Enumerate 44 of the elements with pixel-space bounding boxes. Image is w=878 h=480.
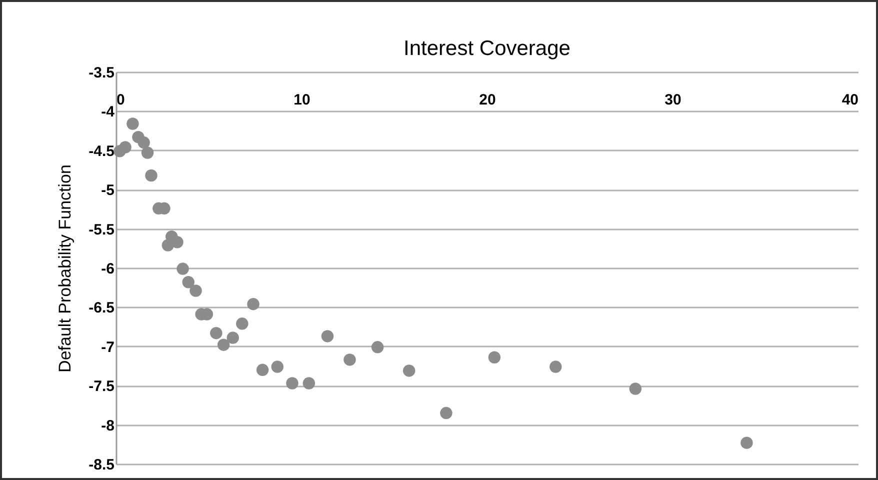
point — [126, 118, 139, 130]
y-tick-label: -6.5 — [88, 300, 114, 317]
y-tick-label: -8 — [101, 417, 114, 434]
y-tick-label: -4.5 — [88, 142, 114, 160]
point — [440, 406, 452, 420]
x-tick-label: 30 — [664, 92, 682, 109]
x-tick-label: 10 — [294, 92, 310, 109]
y-tick-label: -3.5 — [88, 64, 114, 82]
point — [119, 141, 132, 154]
y-tick-label: -5.5 — [88, 221, 114, 238]
point — [256, 364, 269, 376]
point — [371, 341, 384, 354]
point — [247, 298, 260, 310]
x-tick-label: 20 — [479, 92, 496, 109]
point — [236, 318, 248, 330]
y-tick-label: -5 — [101, 182, 114, 200]
x-tick-label: 0 — [116, 92, 125, 109]
point — [226, 332, 239, 344]
point — [190, 284, 202, 297]
point — [217, 338, 230, 351]
y-tick-label: -8.5 — [88, 456, 114, 474]
point — [138, 136, 150, 149]
point — [141, 146, 154, 159]
point — [402, 364, 416, 377]
point — [286, 377, 298, 390]
point — [302, 377, 316, 390]
y-tick-label: -7 — [101, 338, 114, 356]
point — [488, 351, 501, 364]
point — [344, 354, 356, 366]
y-axis-title: Default Probability Function — [56, 164, 75, 372]
y-tick-label: -7.5 — [88, 378, 114, 396]
x-tick-label: 40 — [842, 92, 858, 109]
point — [321, 330, 334, 342]
point — [550, 360, 562, 373]
point — [271, 360, 284, 373]
y-tick-label: -4 — [101, 104, 116, 121]
point — [182, 276, 194, 288]
point — [629, 382, 642, 395]
point — [145, 169, 158, 182]
point — [210, 326, 222, 340]
point — [176, 262, 189, 275]
y-tick-label: -6 — [101, 260, 114, 278]
chart-title: Interest Coverage — [404, 37, 570, 60]
point — [740, 436, 753, 449]
